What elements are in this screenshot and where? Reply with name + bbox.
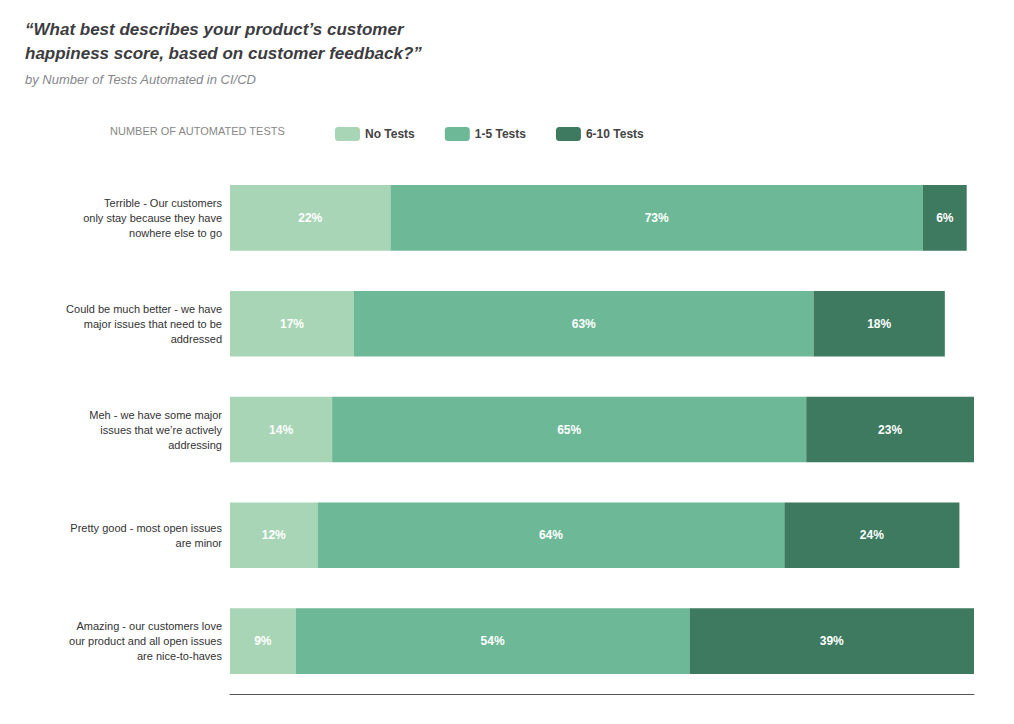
- svg-text:issues that we’re actively: issues that we’re actively: [100, 424, 222, 436]
- svg-text:by Number of Tests Automated i: by Number of Tests Automated in CI/CD: [25, 72, 256, 87]
- svg-text:23%: 23%: [878, 423, 902, 437]
- svg-text:65%: 65%: [557, 423, 581, 437]
- svg-text:only stay because they have: only stay because they have: [83, 212, 222, 224]
- svg-text:Amazing - our customers love: Amazing - our customers love: [77, 620, 223, 632]
- svg-text:nowhere else to go: nowhere else to go: [129, 227, 222, 239]
- svg-text:12%: 12%: [262, 528, 286, 542]
- svg-text:our product and all open issue: our product and all open issues: [69, 635, 222, 647]
- svg-text:Terrible - Our customers: Terrible - Our customers: [104, 197, 222, 209]
- svg-text:39%: 39%: [820, 634, 844, 648]
- svg-text:6-10 Tests: 6-10 Tests: [586, 127, 644, 141]
- svg-text:54%: 54%: [481, 634, 505, 648]
- svg-text:Meh - we have some major: Meh - we have some major: [89, 409, 222, 421]
- svg-text:No Tests: No Tests: [365, 127, 415, 141]
- svg-text:24%: 24%: [860, 528, 884, 542]
- svg-text:“What best describes your prod: “What best describes your product’s cust…: [25, 20, 405, 39]
- svg-text:happiness score, based on cust: happiness score, based on customer feedb…: [25, 44, 422, 63]
- svg-text:64%: 64%: [539, 528, 563, 542]
- svg-text:major issues that need to be: major issues that need to be: [84, 318, 222, 330]
- svg-text:addressed: addressed: [171, 333, 222, 345]
- svg-text:6%: 6%: [936, 211, 954, 225]
- svg-text:are nice-to-haves: are nice-to-haves: [137, 650, 222, 662]
- svg-text:9%: 9%: [254, 634, 272, 648]
- svg-text:17%: 17%: [280, 317, 304, 331]
- svg-text:22%: 22%: [298, 211, 322, 225]
- svg-text:are minor: are minor: [176, 537, 223, 549]
- svg-text:63%: 63%: [572, 317, 596, 331]
- svg-text:NUMBER OF AUTOMATED TESTS: NUMBER OF AUTOMATED TESTS: [110, 125, 285, 137]
- svg-text:18%: 18%: [867, 317, 891, 331]
- svg-text:14%: 14%: [269, 423, 293, 437]
- svg-text:1-5 Tests: 1-5 Tests: [475, 127, 526, 141]
- svg-text:Pretty good - most open issues: Pretty good - most open issues: [70, 522, 222, 534]
- svg-text:73%: 73%: [645, 211, 669, 225]
- svg-text:addressing: addressing: [168, 439, 222, 451]
- svg-text:Could be much better - we have: Could be much better - we have: [66, 303, 222, 315]
